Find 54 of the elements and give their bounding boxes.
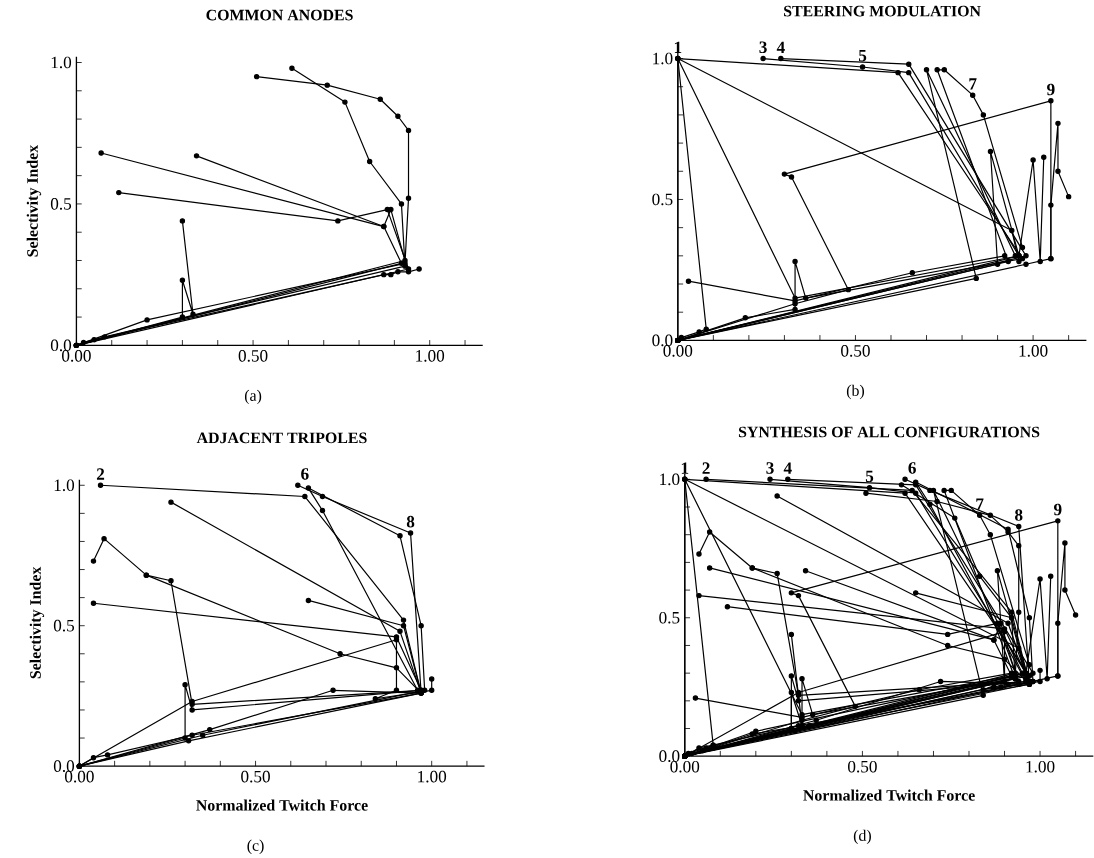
y-tick-label: 0.0 (659, 750, 680, 762)
text: (b) (846, 384, 865, 399)
y-axis-title: Selectivity Index (29, 566, 45, 679)
x-tick-label: 0.00 (670, 760, 700, 773)
x-axis-title: Normalized Twitch Force (803, 789, 975, 801)
y-tick-label: 1.0 (51, 56, 72, 69)
x-tick-label: 0.50 (841, 344, 870, 357)
chart-title: COMMON ANODES (206, 9, 353, 21)
x-tick-label: 1.00 (418, 770, 447, 783)
annotation: 2 (702, 462, 710, 474)
y-tick-label: 0.5 (53, 619, 75, 632)
annotation: 3 (766, 462, 774, 474)
annotation: 8 (1015, 509, 1023, 521)
y-tick-label: 0.5 (659, 611, 680, 624)
x-tick-label: 0.00 (663, 344, 693, 357)
annotation: 5 (865, 470, 874, 482)
x-tick-label: 0.00 (62, 349, 91, 362)
y-tick-label: 0.0 (652, 334, 673, 347)
x-tick-label: 0.50 (848, 760, 877, 773)
chart-title: ADJACENT TRIPOLES (196, 432, 367, 444)
annotation: 2 (96, 468, 105, 480)
annotation: 4 (783, 462, 792, 474)
annotation: 1 (681, 462, 689, 474)
y-tick-label: 0.0 (53, 760, 75, 772)
y-tick-label: 1.0 (653, 52, 673, 65)
annotation: 7 (976, 498, 984, 510)
text: (a) (244, 389, 262, 404)
chart-title: STEERING MODULATION (784, 5, 981, 17)
chart-title: SYNTHESIS OF ALL CONFIGURATIONS (738, 426, 1040, 438)
y-tick-label: 1.0 (660, 473, 680, 485)
x-tick-label: 1.00 (1026, 760, 1055, 773)
annotation: 9 (1047, 83, 1055, 96)
annotation: 7 (969, 78, 977, 90)
y-tick-label: 0.0 (50, 339, 72, 351)
y-axis-title: Selectivity Index (26, 144, 42, 257)
annotation: 4 (776, 41, 785, 53)
annotation: 9 (1053, 503, 1062, 516)
x-tick-label: 0.50 (238, 349, 268, 362)
annotation: 6 (301, 467, 309, 480)
y-tick-label: 0.5 (50, 197, 72, 210)
annotation: 1 (674, 41, 682, 53)
annotation: 5 (858, 49, 867, 62)
y-tick-label: 0.5 (652, 193, 673, 206)
x-tick-label: 0.00 (65, 770, 94, 783)
annotation: 6 (908, 462, 916, 474)
x-tick-label: 1.00 (416, 349, 445, 362)
text: (c) (247, 839, 264, 854)
y-tick-label: 1.0 (54, 479, 75, 491)
x-tick-label: 1.00 (1019, 344, 1048, 357)
x-tick-label: 0.50 (241, 770, 270, 783)
text: (d) (853, 829, 871, 844)
x-axis-title: Normalized Twitch Force (196, 799, 368, 811)
annotation: 8 (406, 515, 415, 528)
annotation: 3 (759, 41, 767, 53)
